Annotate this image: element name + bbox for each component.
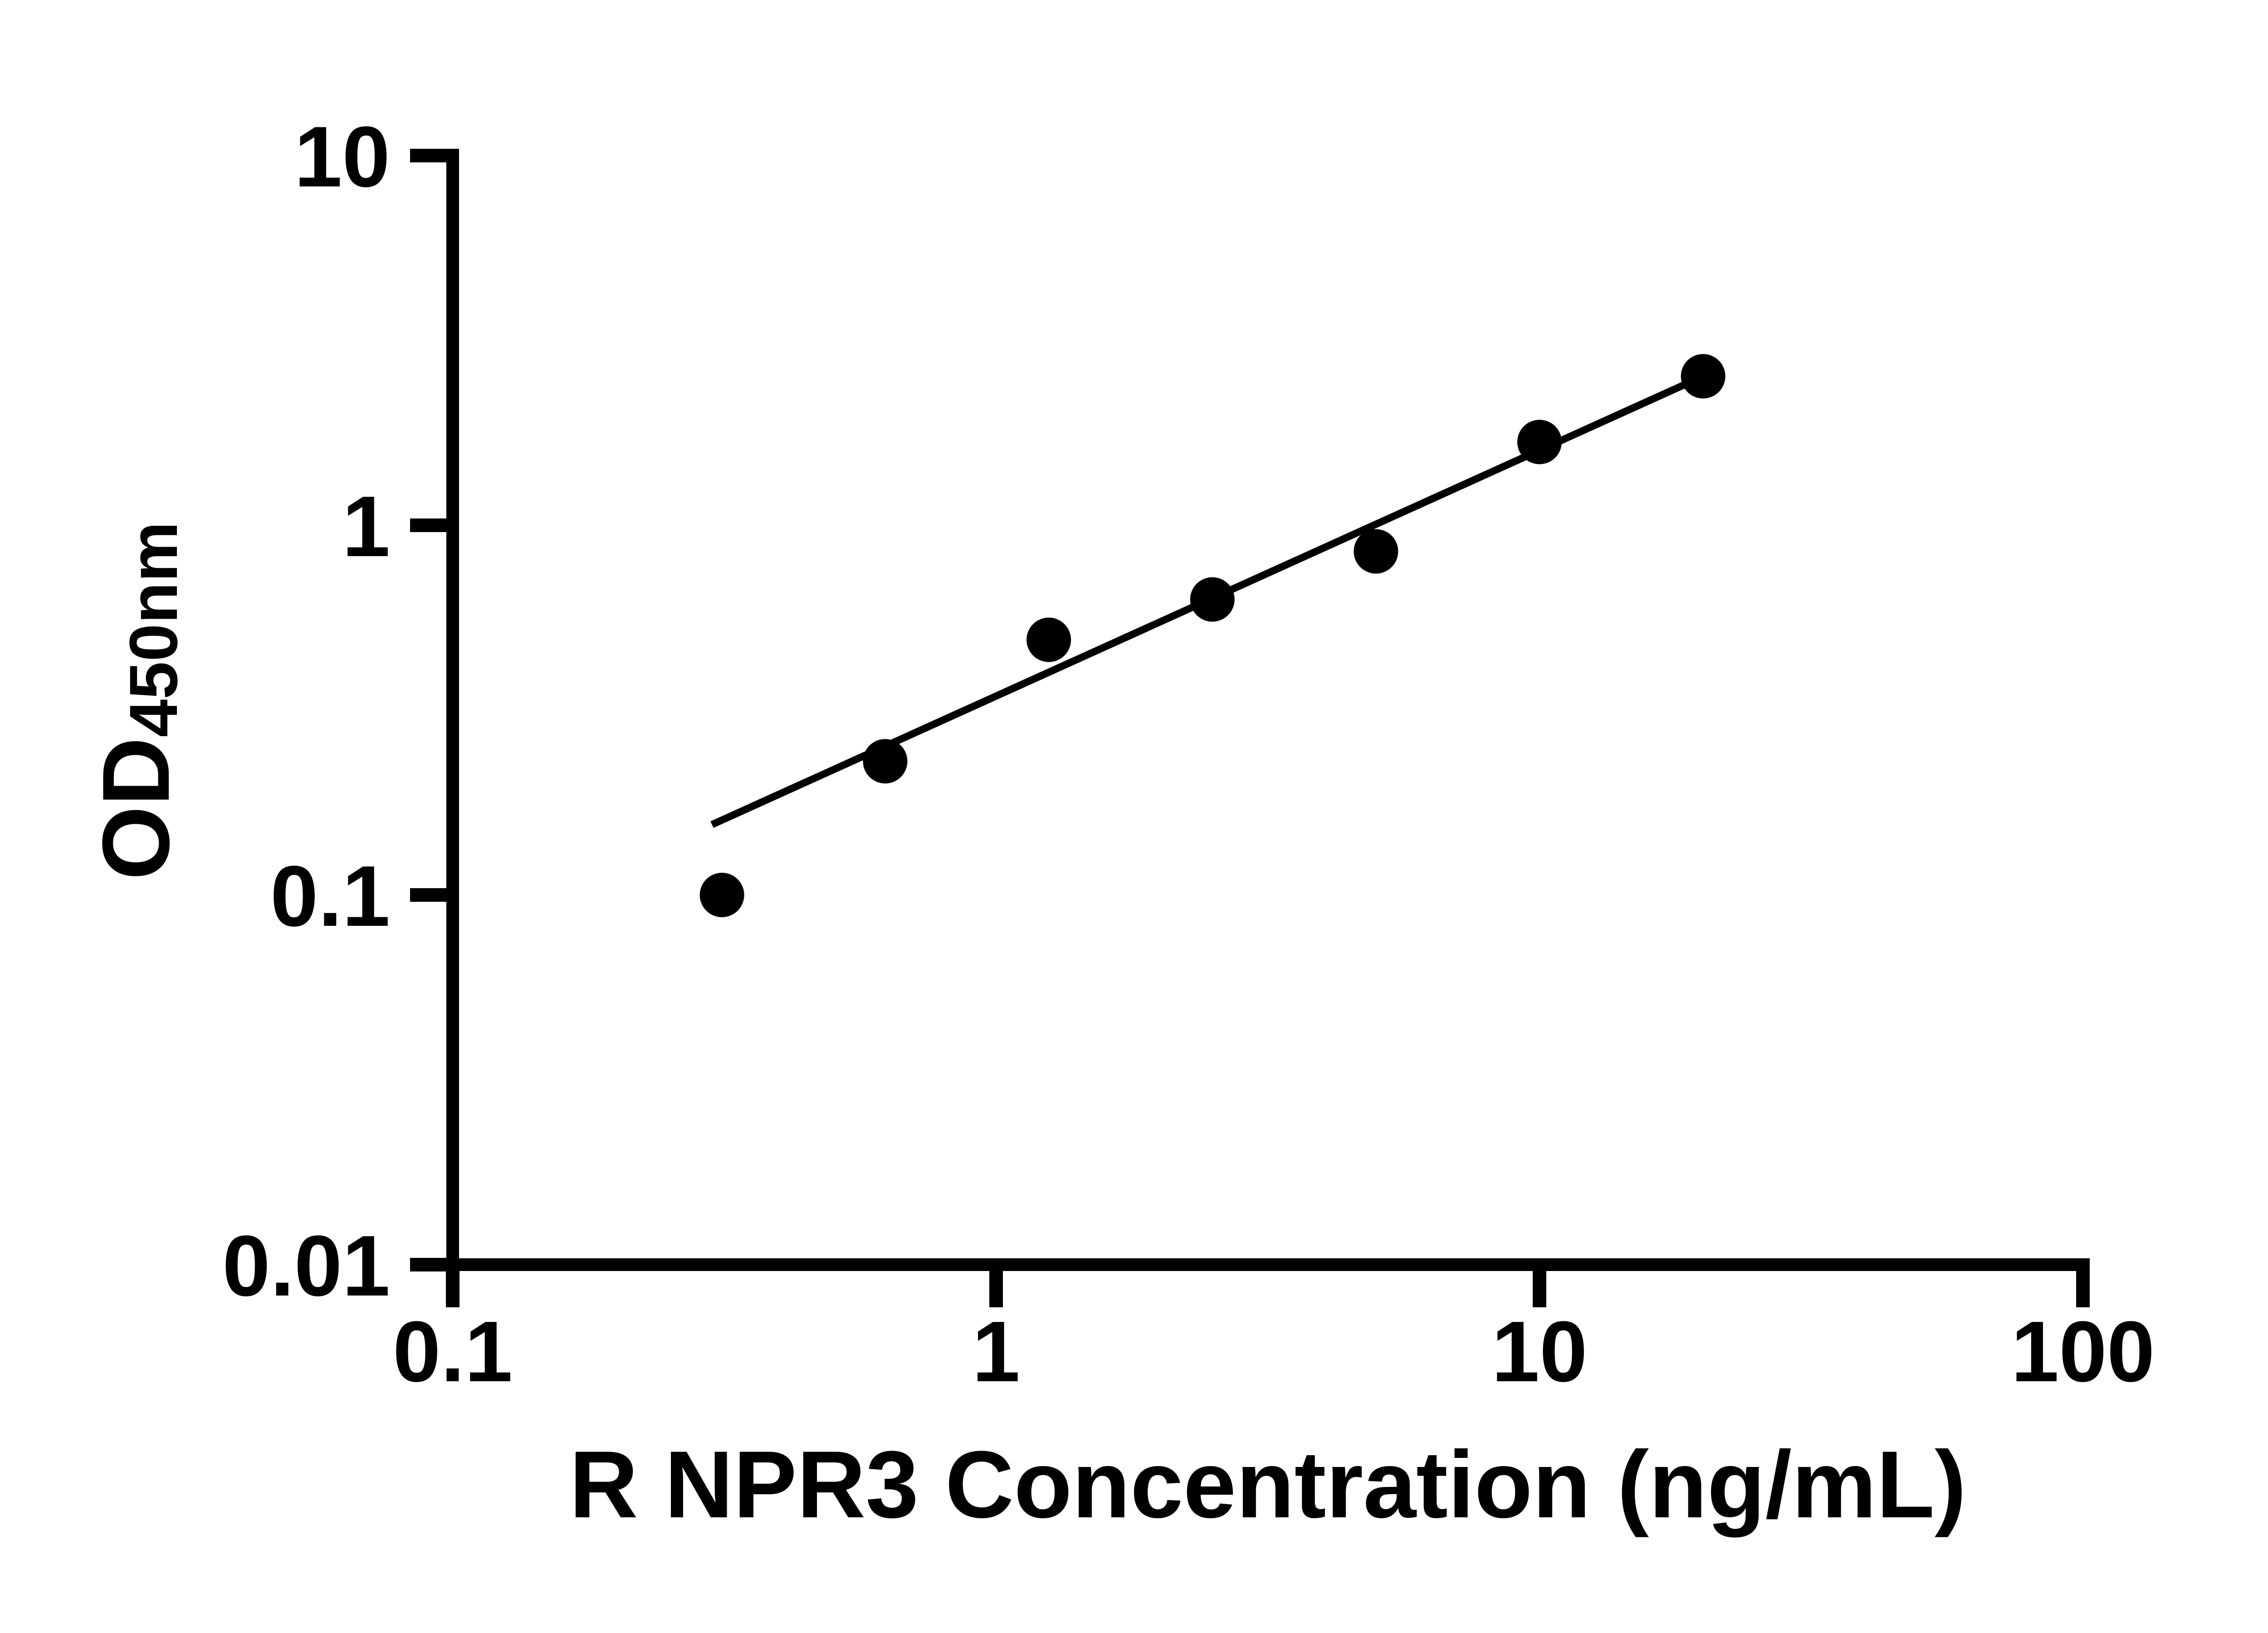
y-tick-label: 1 [342,479,390,575]
y-axis-title: OD450nm [83,522,191,880]
x-tick-label: 1 [972,1304,1020,1400]
data-point [1026,617,1071,662]
x-axis-title: R NPR3 Concentration (ng/mL) [569,1431,1966,1538]
data-point [1681,354,1725,399]
data-point [1190,577,1235,622]
y-tick-label: 0.1 [270,848,390,944]
data-point [1354,529,1398,574]
x-tick-label: 0.1 [393,1304,513,1400]
y-tick-label: 10 [294,109,390,205]
data-point [1517,420,1562,464]
y-axis-title-main: OD [83,737,189,880]
x-tick-label: 100 [2011,1304,2155,1400]
x-tick-label: 10 [1491,1304,1587,1400]
data-point [863,739,908,784]
data-point [699,873,744,917]
y-axis-title-subscript: 450nm [115,521,191,738]
y-tick-label: 0.01 [222,1218,390,1314]
